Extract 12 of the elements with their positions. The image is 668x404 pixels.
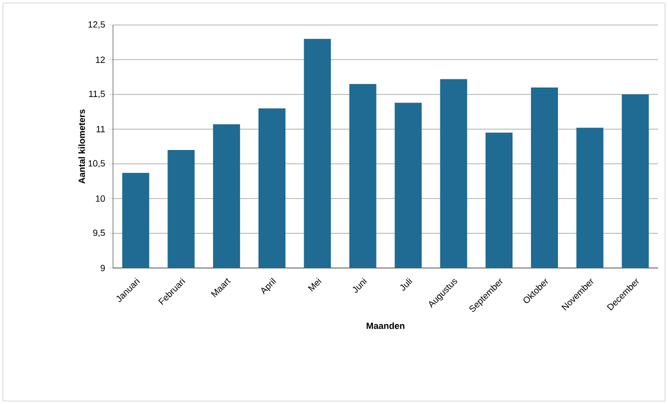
y-tick-label: 9	[100, 264, 105, 272]
y-tick-label: 10	[96, 195, 105, 202]
y-tick-label: 11	[96, 126, 105, 132]
y-tick-label: 9,5	[93, 230, 105, 237]
y-tick-label: 11,5	[89, 90, 105, 98]
x-tick-label: Juli	[400, 278, 412, 291]
x-tick-label: Mei	[308, 278, 322, 292]
x-axis-title: Maanden	[366, 322, 404, 329]
y-tick-label: 10,5	[88, 160, 105, 168]
y-tick-label: 12,5	[88, 21, 105, 29]
y-axis-title: Aantal kilometers	[78, 110, 85, 184]
y-tick-label: 12	[96, 56, 105, 63]
